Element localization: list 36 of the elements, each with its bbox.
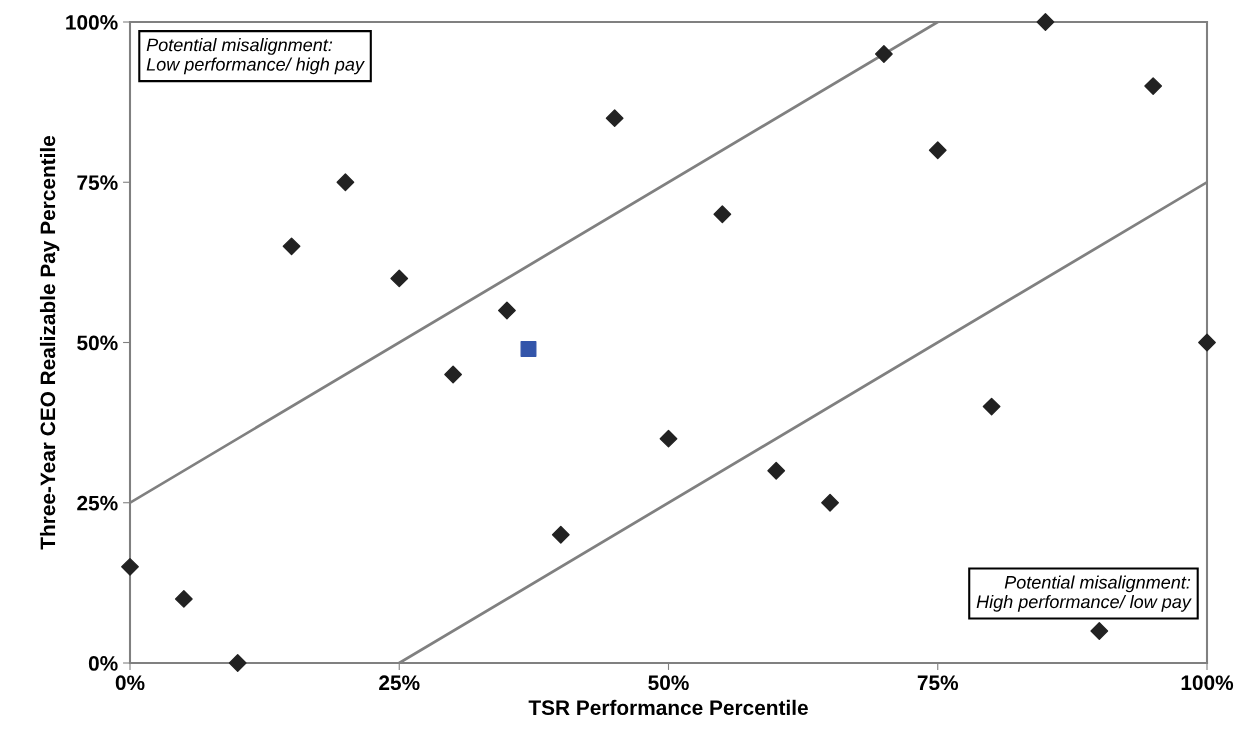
point <box>444 365 463 384</box>
y-tick-label: 100% <box>66 15 118 30</box>
point <box>928 141 947 160</box>
x-tick-label: 75% <box>917 675 959 691</box>
point <box>551 525 570 544</box>
point <box>390 269 409 288</box>
point <box>713 205 732 224</box>
y-tick-label: 50% <box>77 335 118 351</box>
point <box>821 493 839 512</box>
y-tick-label: 75% <box>77 175 118 190</box>
point <box>1144 77 1163 96</box>
point <box>498 301 516 320</box>
annotation: Potential misalignment: Low performance/ high pay <box>146 38 365 75</box>
point <box>336 173 355 192</box>
point <box>228 654 247 672</box>
y-tick-label: 25% <box>77 495 118 511</box>
x-tick-label: 100% <box>1181 675 1234 691</box>
y-tick-label: 0% <box>88 656 118 671</box>
x-tick-label: 50% <box>648 675 689 691</box>
point <box>121 557 139 576</box>
x-axis-title: TSR Performance Percentile <box>528 699 808 716</box>
point <box>659 429 678 448</box>
point <box>520 340 537 357</box>
point <box>1036 13 1055 31</box>
x-tick-label: 0% <box>115 675 145 691</box>
point <box>1198 333 1216 352</box>
point <box>767 461 786 480</box>
x-tick-label: 25% <box>379 675 420 691</box>
point <box>282 237 301 256</box>
y-axis-title: Three-Year CEO Realizable Pay Percentile <box>39 135 60 550</box>
point <box>982 397 1001 416</box>
point <box>174 589 193 608</box>
point <box>1090 622 1109 640</box>
annotation: Potential misalignment: High performance/ low pay <box>976 575 1192 612</box>
point <box>605 109 624 128</box>
point <box>874 45 893 63</box>
